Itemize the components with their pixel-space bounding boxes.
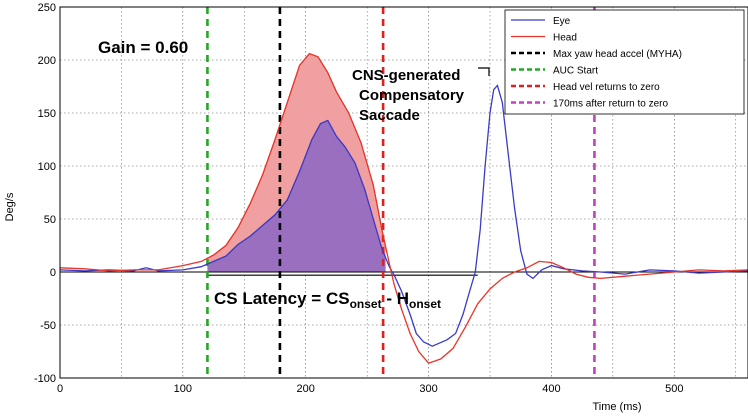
legend-label: Head [553, 33, 577, 44]
x-tick-label: 500 [665, 383, 683, 395]
legend-label: Eye [553, 16, 571, 27]
y-tick-label: -100 [34, 373, 56, 385]
y-tick-label: 0 [50, 267, 56, 279]
x-tick-label: 400 [542, 383, 560, 395]
x-axis-label: Time (ms) [592, 401, 641, 413]
saccade-annotation-line-3: Saccade [359, 107, 420, 124]
x-tick-label: 100 [174, 383, 192, 395]
x-tick-label: 0 [57, 383, 63, 395]
x-tick-label: 300 [419, 383, 437, 395]
y-tick-label: 200 [38, 55, 56, 67]
x-tick-label: 200 [297, 383, 315, 395]
saccade-annotation-line-2: Compensatory [359, 87, 465, 104]
y-tick-label: 50 [44, 214, 56, 226]
legend-label: Head vel returns to zero [553, 82, 660, 93]
saccade-annotation-line-1: CNS-generated [352, 67, 460, 84]
latency-annotation: CS Latency = CSonset - Honset [214, 289, 441, 311]
legend: Eye Head Max yaw head accel (MYHA) AUC Star… [505, 10, 744, 114]
gain-annotation: Gain = 0.60 [98, 38, 188, 57]
legend-label: 170ms after return to zero [553, 99, 668, 110]
y-axis-label: Deg/s [4, 192, 16, 221]
y-tick-label: 150 [38, 108, 56, 120]
legend-label: AUC Start [553, 66, 598, 77]
y-tick-label: -50 [40, 320, 56, 332]
y-tick-label: 100 [38, 161, 56, 173]
legend-label: Max yaw head accel (MYHA) [553, 49, 682, 60]
y-tick-label: 250 [38, 2, 56, 14]
